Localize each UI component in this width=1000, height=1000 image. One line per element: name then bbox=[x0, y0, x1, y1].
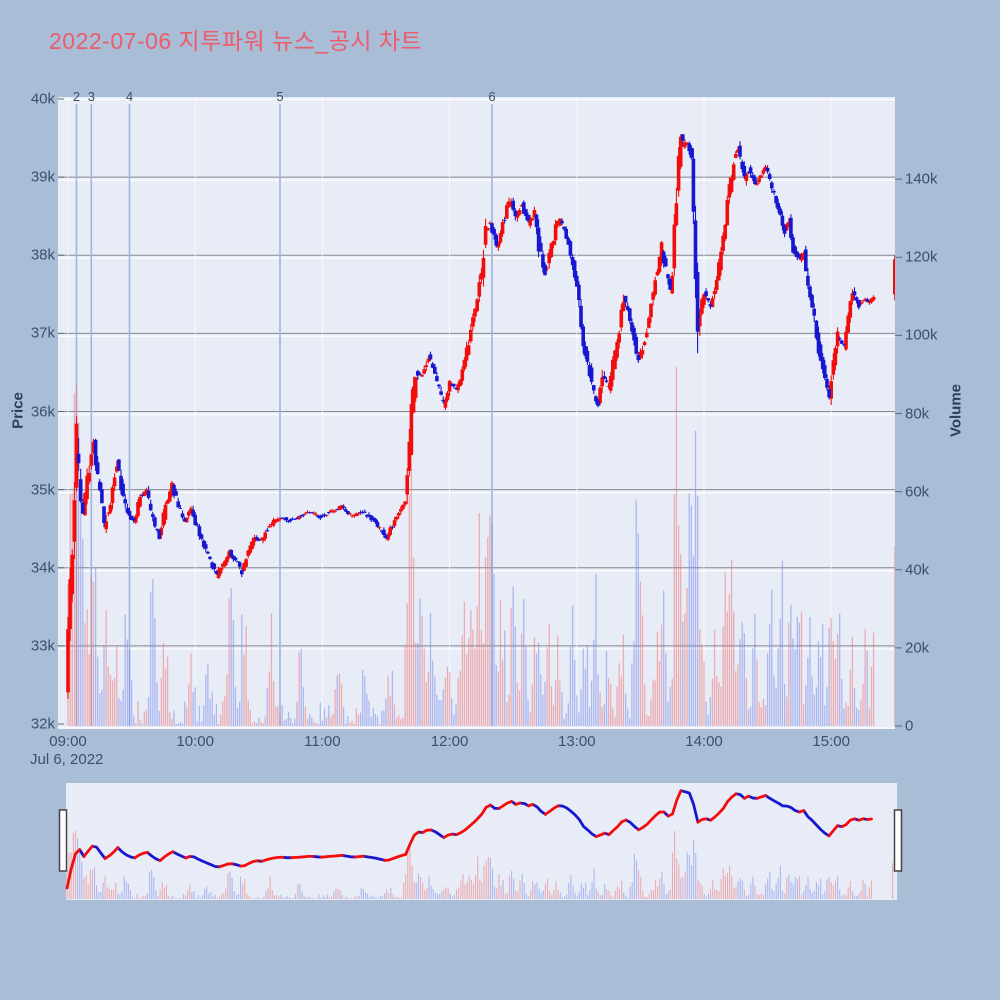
tick-label: 34k bbox=[30, 559, 55, 577]
tick-label: 80k bbox=[905, 405, 930, 423]
rangeslider-right-handle[interactable] bbox=[893, 809, 903, 872]
tick-label: 140k bbox=[905, 170, 938, 188]
tick-label: 12:00 bbox=[430, 733, 469, 750]
date-label: Jul 6, 2022 bbox=[30, 751, 104, 768]
tick-label: 14:00 bbox=[685, 733, 723, 750]
candlesticks bbox=[66, 134, 895, 699]
news-event-number: 3 bbox=[87, 89, 95, 104]
tick-label: 15:00 bbox=[812, 733, 850, 750]
tick-label: 32k bbox=[30, 715, 55, 733]
tick-label: 36k bbox=[30, 403, 55, 420]
rangeslider-price-line-down bbox=[78, 789, 869, 869]
news-event-number: 4 bbox=[125, 89, 134, 104]
tick-label: 37k bbox=[30, 324, 55, 342]
rangeslider-left-handle[interactable] bbox=[58, 809, 68, 872]
volume-axis-title: Volume bbox=[947, 383, 965, 438]
tick-label: 100k bbox=[905, 326, 938, 344]
tick-label: 35k bbox=[30, 481, 55, 499]
volume-gridlines bbox=[58, 98, 895, 650]
tick-label: 33k bbox=[30, 637, 55, 655]
axis-tick-marks bbox=[58, 98, 902, 727]
rangeslider-price-line-up bbox=[65, 789, 873, 890]
tick-label: 09:00 bbox=[49, 733, 87, 750]
news-event-number: 2 bbox=[72, 89, 81, 104]
tick-label: 11:00 bbox=[304, 733, 341, 750]
rangeslider[interactable] bbox=[58, 783, 903, 900]
tick-label: 120k bbox=[905, 248, 938, 266]
tick-label: 40k bbox=[30, 90, 55, 108]
hour-gridlines bbox=[67, 97, 832, 727]
tick-label: 10:00 bbox=[176, 733, 214, 750]
price-axis-title: Price bbox=[9, 392, 27, 429]
tick-label: 40k bbox=[905, 561, 930, 579]
tick-label: 13:00 bbox=[558, 733, 596, 750]
tick-label: 0 bbox=[905, 717, 914, 735]
tick-label: 39k bbox=[30, 168, 55, 186]
news-event-number: 6 bbox=[488, 89, 496, 104]
news-event-number: 5 bbox=[276, 89, 284, 104]
rangeslider-volume-down bbox=[77, 838, 866, 899]
tick-label: 60k bbox=[905, 483, 930, 501]
chart-title: 2022-07-06 지투파워 뉴스_공시 차트 bbox=[49, 28, 423, 54]
price-gridlines bbox=[58, 176, 895, 647]
rangeslider-background[interactable] bbox=[66, 783, 897, 900]
tick-label: 20k bbox=[905, 639, 930, 657]
tick-label: 38k bbox=[30, 246, 55, 264]
